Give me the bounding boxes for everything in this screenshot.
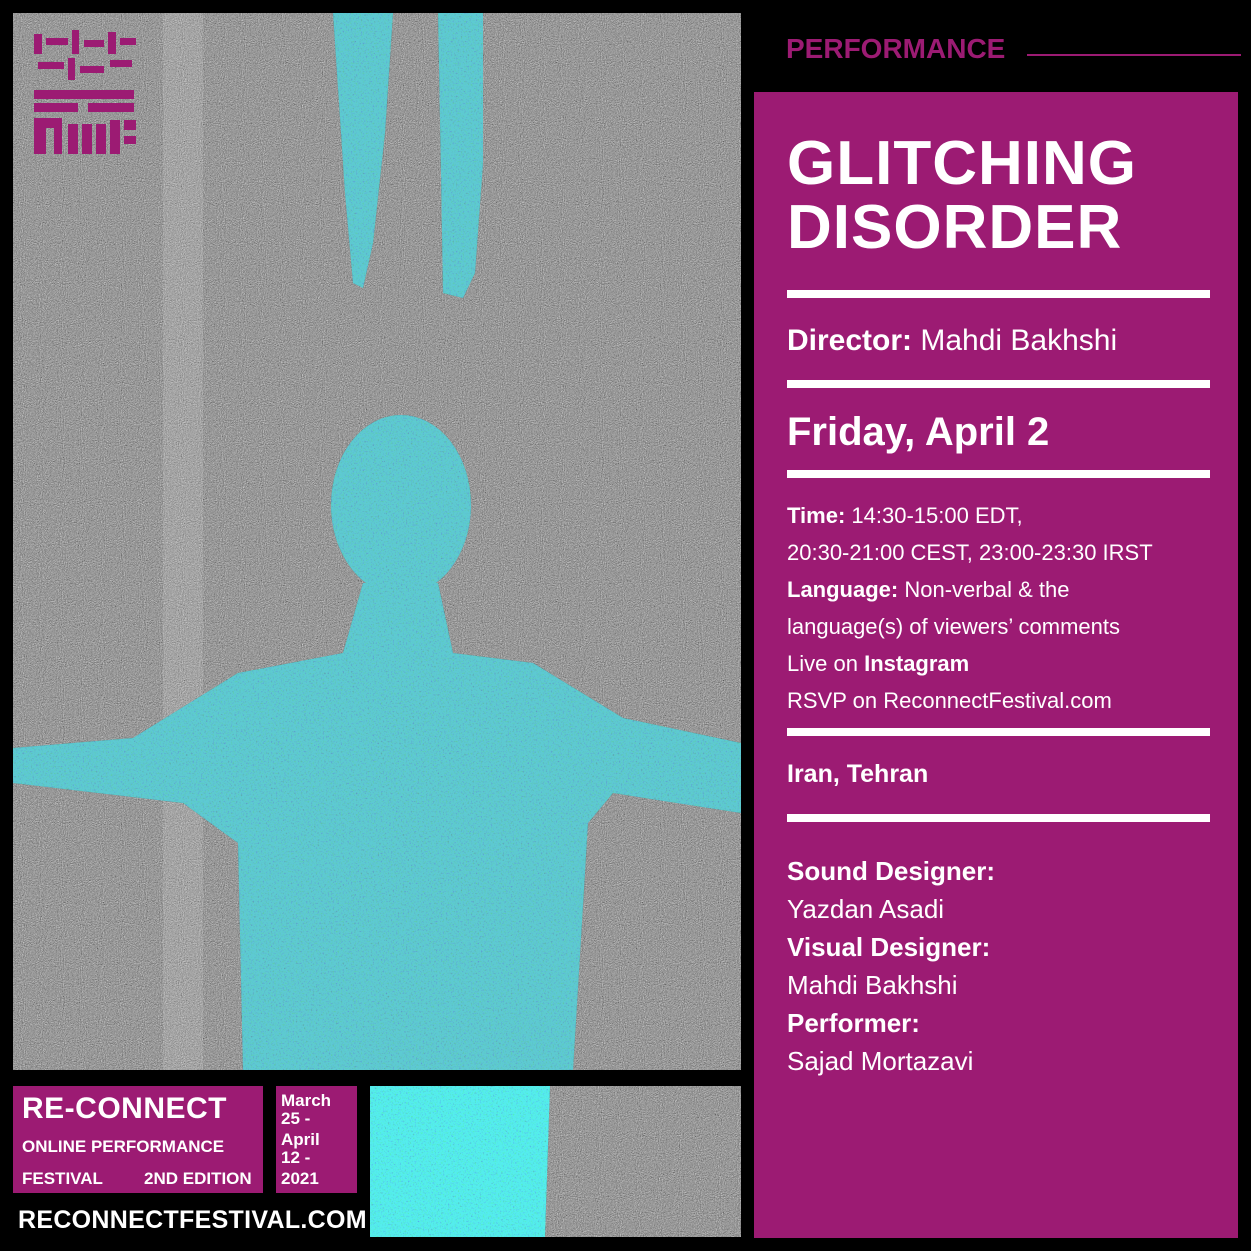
- divider: [787, 728, 1210, 736]
- director-line: Director: Mahdi Bakhshi: [787, 324, 1117, 358]
- artwork-thumbnail: [370, 1086, 741, 1237]
- festival-subtitle: ONLINE PERFORMANCE: [22, 1137, 225, 1156]
- time-value-2: 20:30-21:00 CEST, 23:00-23:30 IRST: [787, 540, 1153, 565]
- language-label: Language:: [787, 577, 899, 602]
- event-title-line: DISORDER: [787, 193, 1123, 262]
- credit-name: Mahdi Bakhshi: [787, 970, 958, 1000]
- live-prefix: Live on: [787, 651, 858, 676]
- divider: [787, 814, 1210, 822]
- time-value: 14:30-15:00 EDT,: [851, 503, 1023, 528]
- director-name: Mahdi Bakhshi: [920, 324, 1118, 357]
- credit-role: Performer:: [787, 1008, 920, 1038]
- event-details-panel: GLITCHING DISORDER Director: Mahdi Bakhs…: [754, 92, 1238, 1238]
- festival-date-line: April: [281, 1130, 320, 1149]
- festival-label: FESTIVAL: [22, 1169, 103, 1188]
- festival-name: RE-CONNECT: [22, 1092, 227, 1125]
- category-divider: [1027, 54, 1241, 56]
- festival-logo: [32, 28, 138, 156]
- rsvp-link[interactable]: RSVP on ReconnectFestival.com: [787, 688, 1112, 713]
- credits-list: Sound Designer: Yazdan Asadi Visual Desi…: [787, 852, 995, 1080]
- category-label: PERFORMANCE: [786, 33, 1006, 64]
- festival-info-box: RE-CONNECT ONLINE PERFORMANCE FESTIVAL 2…: [13, 1086, 263, 1193]
- festival-website[interactable]: RECONNECTFESTIVAL.COM: [18, 1206, 367, 1234]
- credit-role: Visual Designer:: [787, 932, 991, 962]
- time-label: Time:: [787, 503, 846, 528]
- divider: [787, 290, 1210, 298]
- artwork-image: [13, 13, 741, 1070]
- festival-edition: 2ND EDITION: [144, 1169, 252, 1188]
- event-location: Iran, Tehran: [787, 760, 929, 788]
- language-value: Non-verbal & the: [904, 577, 1070, 602]
- event-info: Time: 14:30-15:00 EDT, 20:30-21:00 CEST,…: [787, 497, 1153, 719]
- festival-date-line: 25 -: [281, 1109, 311, 1128]
- event-date: Friday, April 2: [787, 410, 1050, 454]
- divider: [787, 380, 1210, 388]
- event-title-line: GLITCHING: [787, 129, 1137, 198]
- credit-role: Sound Designer:: [787, 856, 996, 886]
- event-title: GLITCHING DISORDER: [787, 132, 1137, 260]
- live-platform-link[interactable]: Instagram: [864, 651, 970, 676]
- festival-dates-box: March 25 - April 12 - 2021: [276, 1086, 357, 1193]
- divider: [787, 470, 1210, 478]
- festival-date-line: 12 -: [281, 1148, 311, 1167]
- credit-name: Sajad Mortazavi: [787, 1046, 974, 1076]
- credit-name: Yazdan Asadi: [787, 894, 945, 924]
- festival-date-line: 2021: [281, 1169, 319, 1188]
- festival-date-line: March: [281, 1091, 332, 1110]
- language-value-2: language(s) of viewers’ comments: [787, 614, 1120, 639]
- director-label: Director:: [787, 324, 913, 357]
